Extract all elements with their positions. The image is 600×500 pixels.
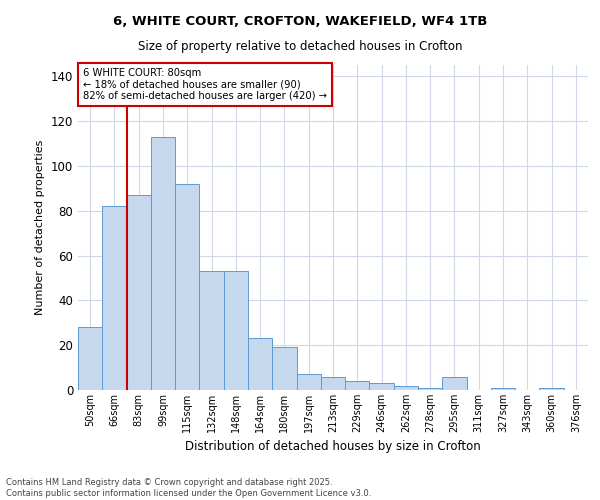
Bar bbox=[78, 327, 102, 390]
Bar bbox=[248, 338, 272, 390]
Bar bbox=[272, 348, 296, 390]
Bar bbox=[321, 376, 345, 390]
Bar bbox=[345, 381, 370, 390]
Bar bbox=[151, 136, 175, 390]
Bar bbox=[370, 384, 394, 390]
Bar bbox=[539, 388, 564, 390]
Bar bbox=[296, 374, 321, 390]
Bar bbox=[175, 184, 199, 390]
Bar bbox=[102, 206, 127, 390]
Bar bbox=[442, 376, 467, 390]
Bar bbox=[224, 271, 248, 390]
Text: 6 WHITE COURT: 80sqm
← 18% of detached houses are smaller (90)
82% of semi-detac: 6 WHITE COURT: 80sqm ← 18% of detached h… bbox=[83, 68, 327, 102]
Bar bbox=[199, 271, 224, 390]
Bar bbox=[418, 388, 442, 390]
Bar bbox=[127, 195, 151, 390]
Text: Contains HM Land Registry data © Crown copyright and database right 2025.
Contai: Contains HM Land Registry data © Crown c… bbox=[6, 478, 371, 498]
X-axis label: Distribution of detached houses by size in Crofton: Distribution of detached houses by size … bbox=[185, 440, 481, 454]
Text: Size of property relative to detached houses in Crofton: Size of property relative to detached ho… bbox=[138, 40, 462, 53]
Bar bbox=[491, 388, 515, 390]
Bar bbox=[394, 386, 418, 390]
Y-axis label: Number of detached properties: Number of detached properties bbox=[35, 140, 45, 315]
Text: 6, WHITE COURT, CROFTON, WAKEFIELD, WF4 1TB: 6, WHITE COURT, CROFTON, WAKEFIELD, WF4 … bbox=[113, 15, 487, 28]
